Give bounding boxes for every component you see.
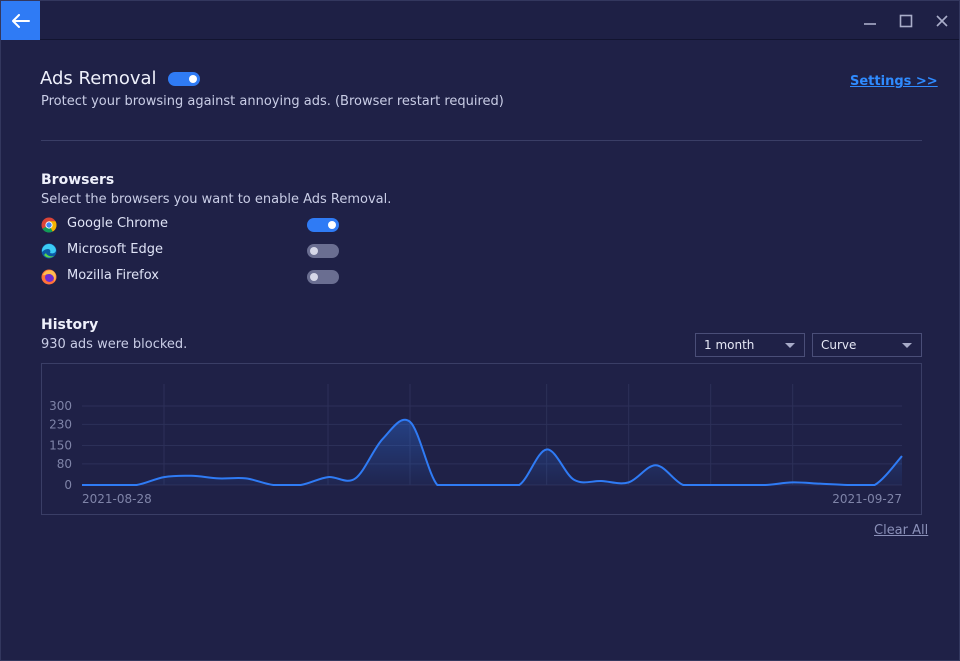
data-point	[845, 483, 849, 487]
data-point	[818, 482, 822, 486]
data-point	[900, 454, 904, 458]
y-tick-label: 150	[49, 439, 72, 453]
data-point	[873, 483, 877, 487]
chevron-down-icon	[785, 343, 795, 348]
data-point	[162, 475, 166, 479]
data-point	[572, 478, 576, 482]
chevron-down-icon	[902, 343, 912, 348]
data-point	[80, 483, 84, 487]
maximize-button[interactable]	[895, 10, 917, 32]
browser-row-firefox: Mozilla Firefox	[41, 267, 341, 287]
chrome-icon	[41, 217, 57, 233]
data-point	[545, 447, 549, 451]
chart-style-select[interactable]: Curve	[812, 333, 922, 357]
data-point	[435, 483, 439, 487]
data-point	[217, 476, 221, 480]
edge-toggle[interactable]	[307, 244, 339, 258]
data-point	[490, 483, 494, 487]
close-button[interactable]	[931, 10, 953, 32]
history-chart: 0 80 150 230 300 2021-08-28 2021-09-27	[41, 363, 922, 515]
chrome-toggle[interactable]	[307, 218, 339, 232]
data-point	[463, 483, 467, 487]
data-point	[517, 483, 521, 487]
browser-name: Mozilla Firefox	[67, 268, 159, 283]
minimize-icon	[864, 23, 876, 25]
divider	[41, 140, 922, 141]
browsers-description: Select the browsers you want to enable A…	[41, 192, 392, 207]
y-tick-label: 0	[64, 478, 72, 492]
browser-name: Google Chrome	[67, 216, 168, 231]
period-select-value: 1 month	[704, 338, 755, 352]
firefox-toggle[interactable]	[307, 270, 339, 284]
minimize-button[interactable]	[859, 10, 881, 32]
data-point	[244, 476, 248, 480]
data-point	[353, 476, 357, 480]
firefox-icon	[41, 269, 57, 285]
browser-row-chrome: Google Chrome	[41, 215, 341, 235]
data-point	[654, 463, 658, 467]
y-tick-label: 300	[49, 399, 72, 413]
data-point	[135, 483, 139, 487]
ads-removal-toggle[interactable]	[168, 72, 200, 86]
data-point	[107, 483, 111, 487]
chart-style-select-value: Curve	[821, 338, 857, 352]
chart-line	[81, 418, 903, 487]
data-point	[763, 483, 767, 487]
y-tick-label: 230	[49, 417, 72, 431]
toggle-knob	[328, 221, 336, 229]
history-chart-svg: 0 80 150 230 300 2021-08-28 2021-09-27	[49, 384, 904, 506]
toggle-knob	[310, 273, 318, 281]
data-point	[189, 474, 193, 478]
toggle-knob	[310, 247, 318, 255]
arrow-left-icon	[11, 13, 30, 28]
data-point	[627, 480, 631, 484]
edge-icon	[41, 243, 57, 259]
chart-area	[82, 419, 902, 485]
back-button[interactable]	[1, 1, 40, 40]
close-icon	[936, 15, 948, 27]
history-heading: History	[41, 317, 99, 333]
data-point	[736, 483, 740, 487]
browser-row-edge: Microsoft Edge	[41, 241, 341, 261]
data-point	[271, 483, 275, 487]
toggle-knob	[189, 75, 197, 83]
clear-all-link[interactable]: Clear All	[874, 523, 929, 538]
browsers-heading: Browsers	[41, 172, 115, 188]
browser-name: Microsoft Edge	[67, 242, 164, 257]
period-select[interactable]: 1 month	[695, 333, 805, 357]
page-title: Ads Removal	[40, 68, 157, 89]
history-summary: 930 ads were blocked.	[41, 337, 188, 352]
data-point	[381, 437, 385, 441]
y-tick-label: 80	[57, 457, 72, 471]
x-end-label: 2021-09-27	[832, 492, 902, 506]
data-point	[408, 420, 412, 424]
data-point	[709, 483, 713, 487]
data-point	[599, 479, 603, 483]
x-start-label: 2021-08-28	[82, 492, 152, 506]
data-point	[326, 475, 330, 479]
maximize-icon	[899, 14, 913, 28]
settings-link[interactable]: Settings >>	[850, 74, 938, 89]
title-bar	[1, 1, 959, 40]
data-point	[299, 483, 303, 487]
data-point	[791, 480, 795, 484]
data-point	[681, 483, 685, 487]
page-description: Protect your browsing against annoying a…	[41, 94, 504, 109]
